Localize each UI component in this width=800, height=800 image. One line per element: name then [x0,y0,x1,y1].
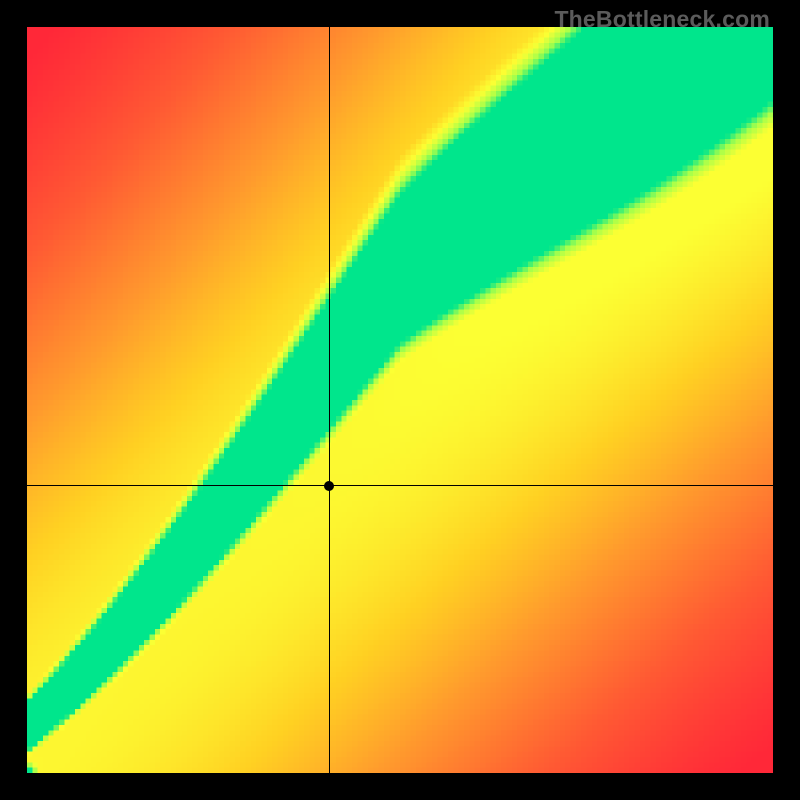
crosshair-vertical [329,27,330,773]
watermark-text: TheBottleneck.com [554,6,770,33]
bottleneck-heatmap [27,27,773,773]
crosshair-horizontal [27,485,773,486]
chart-frame [27,27,773,773]
crosshair-marker [324,481,334,491]
